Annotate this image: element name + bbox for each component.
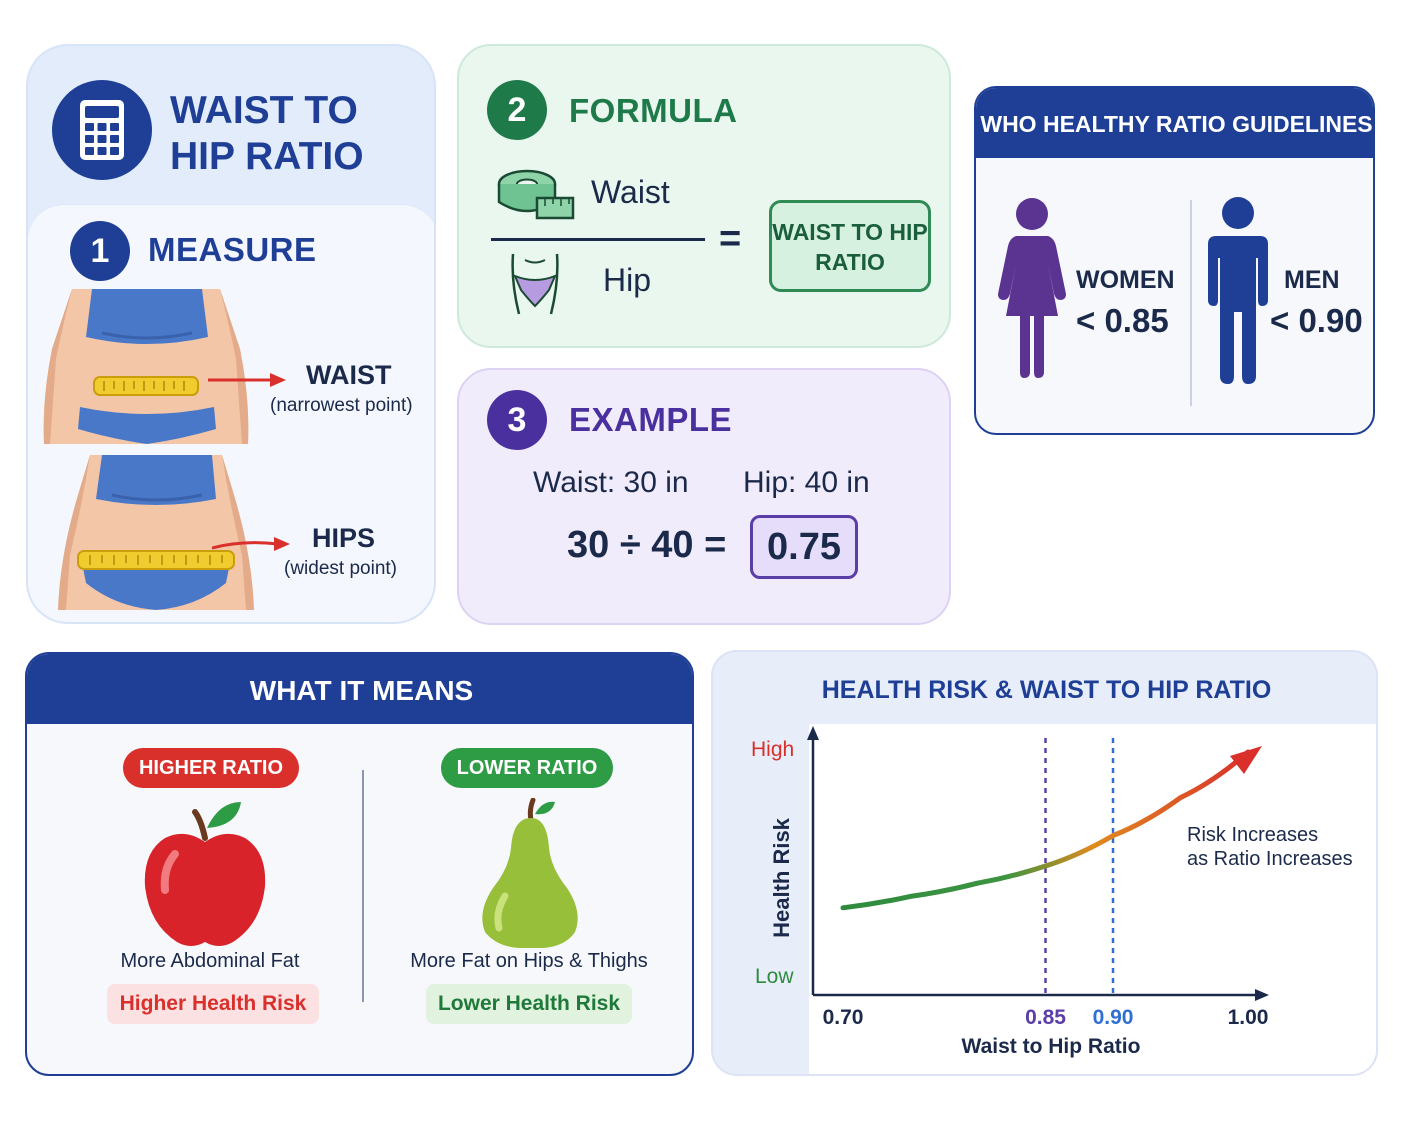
calculator-icon [52,80,152,180]
x-tick-label-0.70: 0.70 [823,1006,864,1029]
y-axis-arrow-icon [807,726,819,740]
women-value: < 0.85 [1076,302,1169,339]
pear-icon [482,798,578,948]
fraction-line [491,238,705,241]
risk-curve-arrow-icon [1230,746,1262,774]
step-2-badge: 2 [487,80,547,140]
apple-icon [144,802,266,946]
y-low-label: Low [755,965,794,988]
waist-label: WAIST [306,360,392,390]
annotation-line2: as Ratio Increases [1187,848,1353,870]
formula-equals: = [719,218,742,260]
formula-card: 2 FORMULA Waist Hip = WAIST TO HIP RATIO [457,44,951,348]
lower-ratio-description: More Fat on Hips & Thighs [410,950,648,972]
who-guidelines-card: WHO HEALTHY RATIO GUIDELINES WOMEN < 0.8… [974,86,1375,435]
measure-card: WAIST TO HIP RATIO 1 MEASURE WAIST (narr… [26,44,436,624]
hips-arrow-icon [212,537,290,551]
health-risk-chart: High Low Health Risk 0.70 0.85 0.90 1.00 Waist … [751,726,1353,1058]
higher-ratio-pill: HIGHER RATIO [123,748,299,788]
men-label: MEN [1284,266,1340,294]
x-axis-label: Waist to Hip Ratio [962,1035,1141,1058]
example-calculation: 30 ÷ 40 = [567,524,727,566]
formula-result-line1: WAIST TO HIP [772,219,928,245]
formula-heading: FORMULA [569,92,738,129]
man-icon [1208,197,1268,384]
waist-arrow-icon [208,373,286,387]
higher-ratio-description: More Abdominal Fat [120,950,300,972]
what-it-means-card: WHAT IT MEANS HIGHER RATIO More Abdomina… [25,652,694,1076]
x-tick-label-1.00: 1.00 [1228,1006,1269,1029]
formula-denominator: Hip [603,262,652,298]
hips-label: HIPS [312,523,376,553]
hip-icon [511,253,559,315]
x-tick-label-0.90: 0.90 [1093,1006,1134,1029]
y-high-label: High [751,738,794,761]
formula-result-line2: RATIO [815,249,885,275]
tape-measure-icon [497,169,575,220]
health-risk-chart-card: HEALTH RISK & WAIST TO HIP RATIO High Low… [711,650,1378,1076]
y-axis-label: Health Risk [769,817,794,938]
annotation-line1: Risk Increases [1187,824,1318,846]
x-tick-label-0.85: 0.85 [1025,1006,1066,1029]
formula-result-box: WAIST TO HIP RATIO [769,200,931,292]
waist-torso-illustration [43,289,249,444]
risk-curve [840,749,1251,911]
example-card: 3 EXAMPLE Waist: 30 in Hip: 40 in 30 ÷ 4… [457,368,951,625]
means-divider [362,770,364,1002]
women-label: WOMEN [1076,266,1175,294]
lower-risk-pill: Lower Health Risk [426,984,632,1024]
example-result: 0.75 [750,515,858,579]
example-waist: Waist: 30 in [533,466,689,499]
chart-title: HEALTH RISK & WAIST TO HIP RATIO [821,676,1272,704]
example-heading: EXAMPLE [569,401,733,438]
example-hip: Hip: 40 in [743,466,870,499]
means-heading: WHAT IT MEANS [27,654,692,724]
who-heading: WHO HEALTHY RATIO GUIDELINES [976,88,1373,158]
higher-risk-pill: Higher Health Risk [107,984,319,1024]
measure-panel: 1 MEASURE WAIST (narrowest point) [28,204,434,622]
formula-numerator: Waist [591,174,670,210]
lower-ratio-pill: LOWER RATIO [441,748,613,788]
hips-torso-illustration [58,455,254,610]
who-divider [1190,200,1192,406]
waist-note: (narrowest point) [270,395,413,416]
x-axis-arrow-icon [1255,989,1269,1001]
hips-note: (widest point) [284,558,397,579]
step-1-badge: 1 [70,221,130,281]
men-value: < 0.90 [1270,302,1363,339]
step-3-badge: 3 [487,390,547,450]
page-title: WAIST TO HIP RATIO [170,89,364,178]
woman-icon [998,198,1066,378]
measure-heading: MEASURE [148,231,317,268]
